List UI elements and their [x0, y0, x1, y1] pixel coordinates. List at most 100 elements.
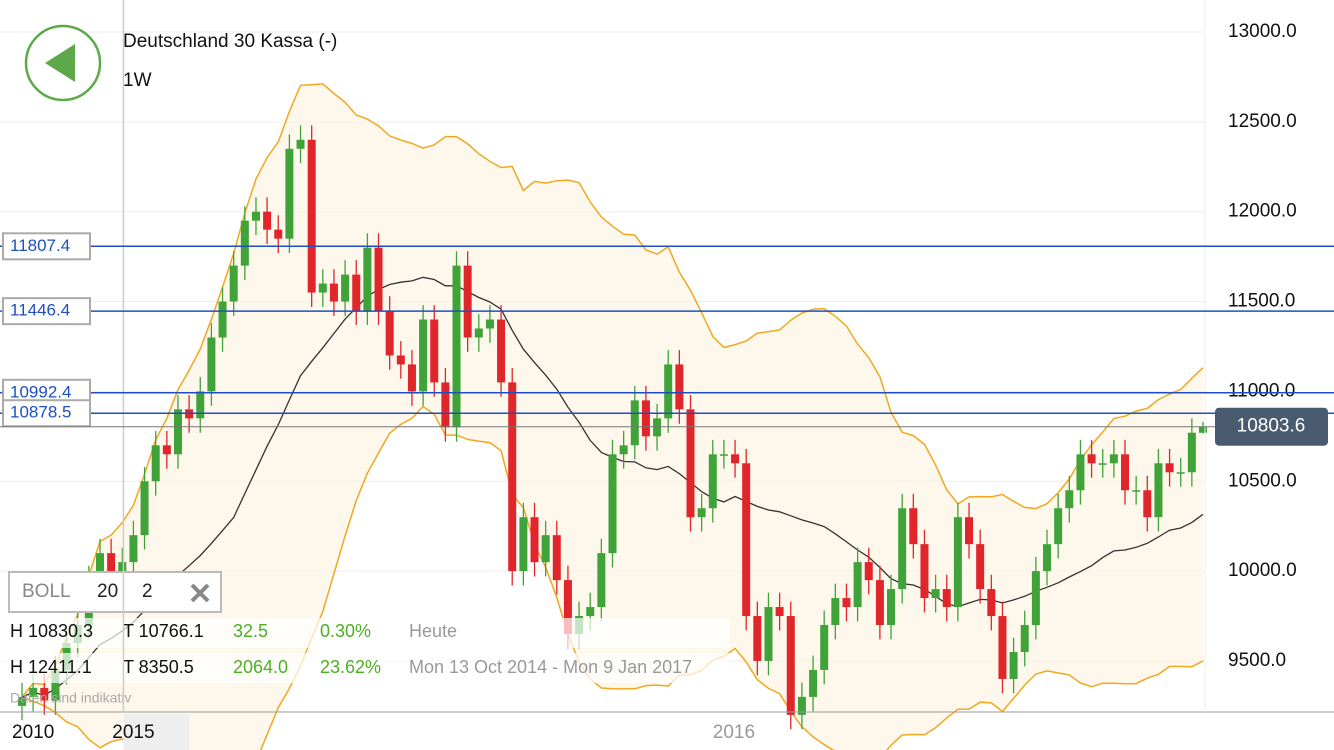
chart-title: Deutschland 30 Kassa (-) — [123, 31, 337, 52]
candle-body — [786, 616, 795, 715]
close-indicator[interactable] — [190, 583, 210, 603]
level-label: 10878.5 — [10, 403, 71, 422]
candle-body — [1076, 454, 1085, 491]
stats-row-bg — [0, 618, 730, 648]
y-tick-label: 12500.0 — [1228, 111, 1297, 132]
y-tick-label: 13000.0 — [1228, 21, 1297, 42]
candle-body — [842, 598, 851, 608]
candle-body — [1165, 463, 1174, 473]
candle-body — [530, 517, 539, 563]
indicator-box[interactable] — [8, 571, 222, 613]
candle-body — [430, 319, 439, 383]
candle-body — [95, 553, 104, 581]
candle-body — [240, 220, 249, 266]
candle-body — [218, 301, 227, 338]
candle-body — [664, 364, 673, 419]
candle-body — [965, 517, 974, 545]
footnote: Daten sind indikativ — [10, 690, 131, 706]
candle-body — [1187, 432, 1196, 473]
level-label: 10992.4 — [10, 382, 71, 401]
candle-body — [1065, 490, 1074, 509]
candle-body — [998, 616, 1007, 679]
candle-body — [820, 625, 829, 670]
last-price-label: 10803.6 — [1237, 416, 1306, 437]
x-tick-label: 2010 — [12, 722, 54, 743]
y-tick-label: 11000.0 — [1228, 380, 1295, 401]
candle-body — [329, 283, 338, 302]
candle-body — [519, 517, 528, 572]
stat-high: H 12411.1 — [10, 657, 92, 677]
candle-body — [797, 696, 806, 715]
candle-body — [719, 454, 728, 456]
candle-body — [953, 517, 962, 608]
candle-body — [396, 355, 405, 365]
level-label: 11446.4 — [10, 301, 70, 320]
candle-body — [875, 580, 884, 626]
candle-body — [40, 687, 49, 701]
candle-body — [452, 265, 461, 428]
stat-range: Heute — [409, 621, 457, 641]
candle-body — [419, 319, 428, 392]
candle-body — [641, 400, 650, 437]
candle-body — [653, 418, 662, 437]
candle-body — [173, 409, 182, 455]
indicator-period: 20 — [97, 581, 118, 602]
candle-body — [942, 589, 951, 608]
candle-body — [686, 409, 695, 518]
candle-body — [29, 687, 38, 697]
candle-body — [909, 508, 918, 545]
stat-low: T 8350.5 — [123, 657, 194, 677]
candle-body — [318, 283, 327, 293]
y-tick-label: 10000.0 — [1228, 560, 1297, 581]
stats-row-bg — [0, 653, 730, 683]
candle-body — [853, 562, 862, 608]
y-tick-label: 10500.0 — [1228, 470, 1297, 491]
candle-body — [151, 445, 160, 482]
candle-body — [1020, 625, 1029, 652]
level-label-box — [2, 232, 91, 261]
candle-body — [285, 148, 294, 239]
stat-range: Mon 13 Oct 2014 - Mon 9 Jan 2017 — [409, 657, 692, 677]
candle-body — [708, 454, 717, 509]
candle-body — [920, 544, 929, 599]
candle-body — [1154, 463, 1163, 518]
stat-change: 2064.0 — [233, 657, 288, 677]
candle-body — [1132, 490, 1141, 492]
candle-body — [474, 328, 483, 338]
x-tick-label: 2016 — [713, 722, 755, 743]
candle-body — [775, 607, 784, 617]
candle-body — [1176, 472, 1185, 474]
candle-body — [207, 337, 216, 392]
candle-body — [586, 607, 595, 617]
candle-body — [51, 669, 60, 701]
last-price-tag — [1215, 407, 1328, 446]
candle-body — [251, 211, 260, 221]
bollinger-upper — [21, 83, 1204, 698]
candle-body — [831, 598, 840, 626]
candle-body — [1121, 454, 1130, 491]
y-tick-label: 11500.0 — [1228, 291, 1295, 312]
back-arrow — [45, 44, 75, 82]
candle-body — [1143, 490, 1152, 518]
x-label-bg — [123, 714, 190, 750]
candle-body — [675, 364, 684, 410]
candle-body — [697, 508, 706, 518]
candle-body — [1054, 508, 1063, 545]
y-tick-label: 12000.0 — [1228, 201, 1297, 222]
bollinger-lower — [21, 405, 1204, 750]
candle-body — [753, 616, 762, 661]
candle-body — [485, 319, 494, 329]
candle-body — [229, 265, 238, 302]
candle-body — [385, 310, 394, 356]
candle-body — [898, 508, 907, 590]
candle-body — [887, 589, 896, 626]
candle-body — [162, 445, 171, 455]
candle-body — [1087, 454, 1096, 464]
candle-body — [497, 319, 506, 383]
candle-body — [508, 382, 517, 572]
candle-body — [608, 454, 617, 554]
candle-body — [296, 139, 305, 149]
candle-body — [140, 481, 149, 536]
candle-body — [931, 589, 940, 599]
candle-body — [363, 247, 372, 311]
